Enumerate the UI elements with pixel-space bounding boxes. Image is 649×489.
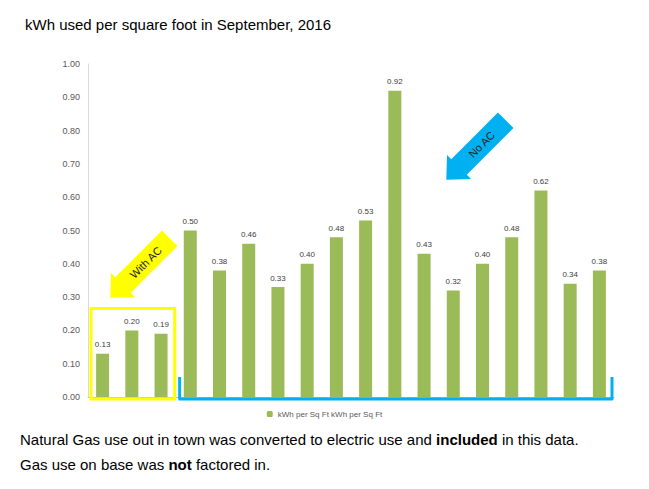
svg-text:0.38: 0.38 (592, 257, 608, 266)
svg-text:0.60: 0.60 (62, 192, 80, 202)
svg-text:0.38: 0.38 (212, 257, 228, 266)
svg-text:0.43: 0.43 (416, 240, 432, 249)
svg-text:With AC: With AC (127, 244, 164, 281)
svg-text:0.33: 0.33 (270, 274, 286, 283)
svg-text:0.40: 0.40 (62, 259, 80, 269)
svg-text:0.70: 0.70 (62, 159, 80, 169)
svg-text:0.10: 0.10 (62, 359, 80, 369)
svg-text:0.50: 0.50 (182, 217, 198, 226)
svg-text:0.48: 0.48 (329, 224, 345, 233)
svg-text:0.19: 0.19 (153, 320, 169, 329)
svg-text:Gas use on base was: Gas use on base was (20, 456, 168, 473)
svg-text:0.32: 0.32 (445, 277, 461, 286)
svg-text:0.48: 0.48 (504, 224, 520, 233)
svg-text:not: not (168, 456, 191, 473)
svg-text:0.50: 0.50 (62, 226, 80, 236)
svg-text:0.40: 0.40 (299, 250, 315, 259)
svg-text:factored in.: factored in. (192, 456, 270, 473)
svg-text:0.00: 0.00 (62, 392, 80, 402)
svg-text:kWh per Sq Ft kWh per Sq Ft: kWh per Sq Ft kWh per Sq Ft (278, 410, 383, 419)
svg-text:1.00: 1.00 (62, 59, 80, 69)
svg-text:No AC: No AC (466, 129, 497, 160)
svg-text:Natural Gas use out in town wa: Natural Gas use out in town was converte… (20, 431, 436, 448)
svg-text:0.92: 0.92 (387, 77, 403, 86)
svg-text:included: included (436, 431, 498, 448)
svg-text:kWh used per square foot in Se: kWh used per square foot in September, 2… (25, 16, 331, 33)
svg-text:0.46: 0.46 (241, 230, 257, 239)
svg-text:0.62: 0.62 (533, 177, 549, 186)
svg-text:0.13: 0.13 (95, 340, 111, 349)
svg-text:0.40: 0.40 (475, 250, 491, 259)
svg-text:0.90: 0.90 (62, 92, 80, 102)
svg-text:0.80: 0.80 (62, 126, 80, 136)
svg-text:0.30: 0.30 (62, 292, 80, 302)
svg-text:0.34: 0.34 (562, 270, 578, 279)
svg-text:0.53: 0.53 (358, 207, 374, 216)
svg-text:0.20: 0.20 (124, 317, 140, 326)
svg-text:0.20: 0.20 (62, 325, 80, 335)
svg-text:in this data.: in this data. (498, 431, 579, 448)
